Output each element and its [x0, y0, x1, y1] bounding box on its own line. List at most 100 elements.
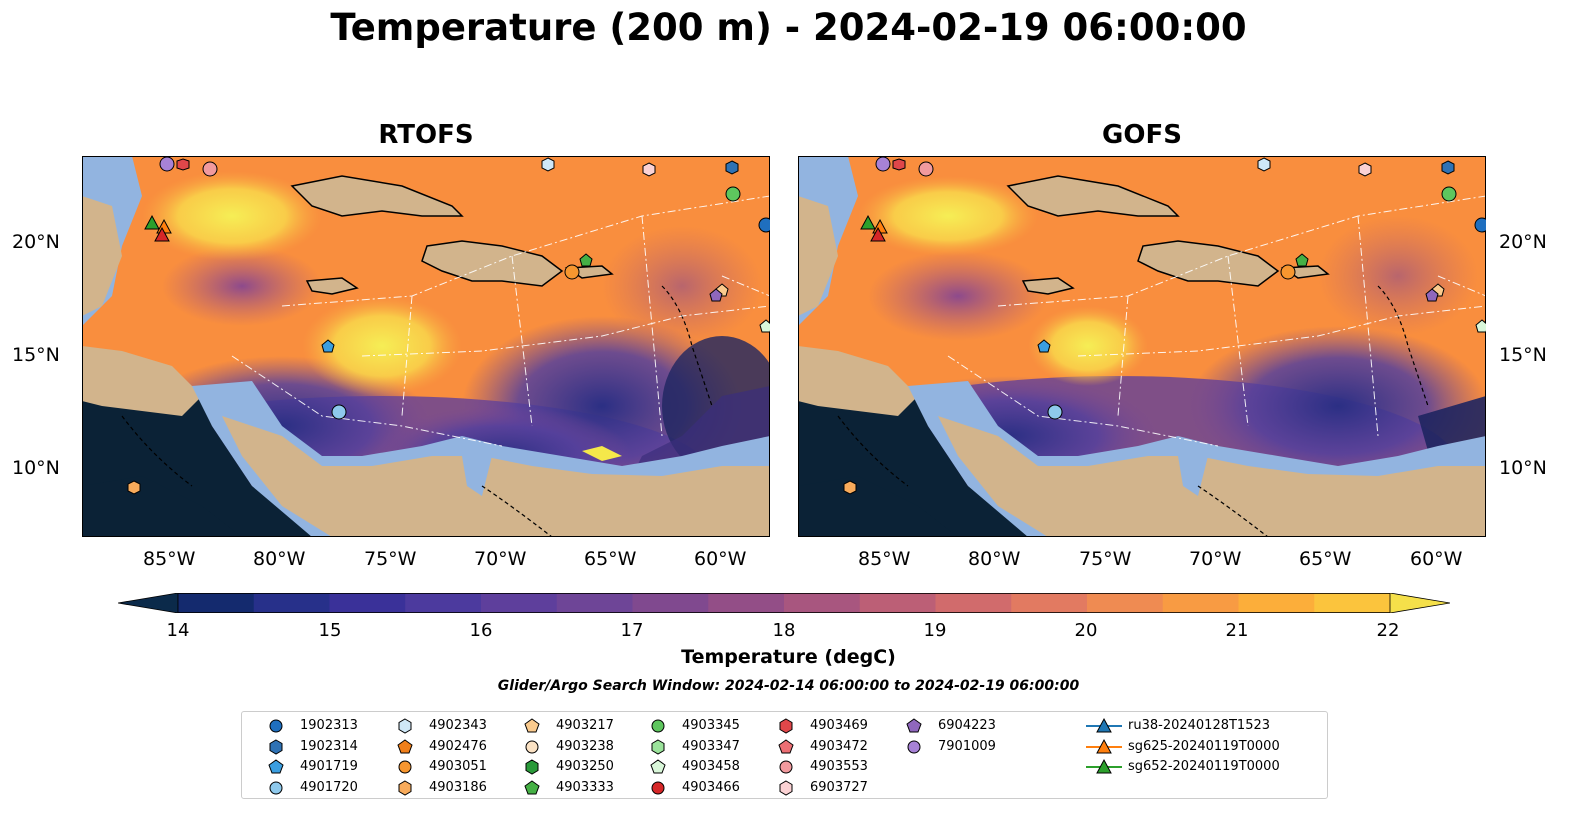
- legend-label: 4903472: [810, 738, 868, 754]
- legend-marker-icon: [651, 781, 665, 794]
- colorbar-tick: 14: [166, 620, 190, 641]
- lat-tick: 15°N: [1499, 344, 1547, 366]
- colorbar-label: Temperature (degC): [681, 646, 896, 668]
- lon-tick: 80°W: [968, 548, 1021, 570]
- legend-label: 4903217: [556, 718, 614, 733]
- lon-tick: 75°W: [364, 548, 417, 570]
- colorbar: [118, 593, 1450, 613]
- colorbar-bin: [178, 593, 255, 613]
- colorbar-bin: [784, 593, 861, 613]
- float-markers: [127, 156, 770, 495]
- legend-marker-icon: [779, 718, 793, 734]
- colorbar-bin: [1238, 593, 1315, 613]
- colorbar-bin: [1087, 593, 1164, 613]
- colorbar-tick: 21: [1225, 620, 1249, 641]
- colorbar-tick: 16: [469, 620, 493, 641]
- legend: 1902313 1902314 4901719 4901720 4902343 49024…: [241, 711, 1328, 799]
- lat-tick: 15°N: [12, 344, 60, 366]
- float-markers: [843, 156, 1486, 495]
- lat-tick: 10°N: [1499, 457, 1547, 479]
- colorbar-bin: [859, 593, 936, 613]
- legend-label: sg625-20240119T0000: [1128, 738, 1280, 754]
- legend-label: 4903333: [556, 779, 614, 795]
- legend-marker-icon: [269, 738, 283, 755]
- legend-marker-icon: [778, 738, 794, 753]
- legend-label: 6903727: [810, 779, 868, 795]
- colorbar-bin: [556, 593, 633, 613]
- colorbar-tick: 20: [1074, 620, 1098, 641]
- legend-label: 4901719: [300, 759, 358, 774]
- colorbar-bin: [329, 593, 406, 613]
- lon-tick: 65°W: [1299, 548, 1352, 570]
- lat-tick: 10°N: [12, 457, 60, 479]
- legend-marker-icon: [398, 779, 412, 796]
- legend-label: 4902476: [429, 738, 487, 754]
- colorbar-bin: [405, 593, 482, 613]
- legend-label: 1902313: [300, 718, 358, 733]
- colorbar-bin: [1162, 593, 1239, 613]
- colorbar-bin: [1314, 593, 1391, 613]
- colorbar-bin: [253, 593, 330, 613]
- legend-label: 4903345: [682, 718, 740, 733]
- legend-marker-icon: [650, 759, 666, 774]
- lon-tick: 70°W: [1189, 548, 1242, 570]
- lat-tick: 20°N: [1499, 231, 1547, 253]
- legend-marker-icon: [268, 759, 284, 774]
- legend-label: 4903238: [556, 738, 614, 754]
- panel-title-gofs: GOFS: [1102, 120, 1182, 150]
- legend-label: 4903553: [810, 759, 868, 774]
- colorbar-bin: [708, 593, 785, 613]
- legend-marker-icon: [651, 738, 665, 755]
- legend-marker-icon: [398, 718, 412, 734]
- legend-marker-icon: [906, 718, 922, 733]
- lon-tick: 65°W: [584, 548, 637, 570]
- legend-marker-icon: [907, 740, 921, 753]
- legend-label: 4903466: [682, 779, 740, 795]
- legend-marker-icon: [779, 779, 793, 796]
- lon-tick: 70°W: [474, 548, 527, 570]
- legend-marker-icon: [1086, 717, 1122, 733]
- legend-marker-icon: [1086, 758, 1122, 774]
- lat-tick: 20°N: [12, 231, 60, 253]
- legend-marker-icon: [398, 760, 412, 774]
- lon-tick: 80°W: [253, 548, 306, 570]
- lon-tick: 60°W: [694, 548, 747, 570]
- colorbar-frame: [177, 593, 1391, 613]
- colorbar-tick: 22: [1376, 620, 1400, 641]
- panel-title-rtofs: RTOFS: [378, 120, 474, 150]
- legend-marker-icon: [524, 779, 540, 794]
- lon-tick: 85°W: [858, 548, 911, 570]
- legend-label: sg652-20240119T0000: [1128, 759, 1280, 774]
- legend-label: 4903250: [556, 759, 614, 774]
- legend-label: 4903458: [682, 759, 740, 774]
- legend-label: 4903347: [682, 738, 740, 754]
- legend-label: 4903469: [810, 718, 868, 733]
- legend-label: 4903051: [429, 759, 487, 774]
- lon-tick: 75°W: [1079, 548, 1132, 570]
- colorbar-bin: [1011, 593, 1088, 613]
- search-window-caption: Glider/Argo Search Window: 2024-02-14 06…: [497, 678, 1080, 694]
- legend-label: 1902314: [300, 738, 358, 754]
- legend-marker-icon: [269, 719, 283, 733]
- colorbar-bin: [935, 593, 1012, 613]
- legend-label: 4903186: [429, 779, 487, 795]
- colorbar-min-extend: [118, 593, 179, 613]
- legend-marker-icon: [525, 740, 539, 753]
- map-rtofs: [82, 156, 770, 537]
- legend-marker-icon: [651, 719, 665, 733]
- legend-marker-icon: [525, 759, 539, 775]
- lon-tick: 60°W: [1410, 548, 1463, 570]
- legend-marker-icon: [524, 718, 540, 733]
- legend-label: 4901720: [300, 779, 358, 795]
- legend-marker-icon: [397, 738, 413, 753]
- lon-tick: 85°W: [143, 548, 196, 570]
- legend-marker-icon: [779, 760, 793, 774]
- map-gofs: [798, 156, 1486, 537]
- colorbar-tick: 18: [772, 620, 796, 641]
- figure-title: Temperature (200 m) - 2024-02-19 06:00:0…: [330, 6, 1247, 49]
- legend-label: ru38-20240128T1523: [1128, 718, 1271, 733]
- colorbar-tick: 15: [318, 620, 342, 641]
- legend-label: 7901009: [938, 738, 996, 754]
- legend-label: 4902343: [429, 718, 487, 733]
- legend-marker-icon: [269, 781, 283, 794]
